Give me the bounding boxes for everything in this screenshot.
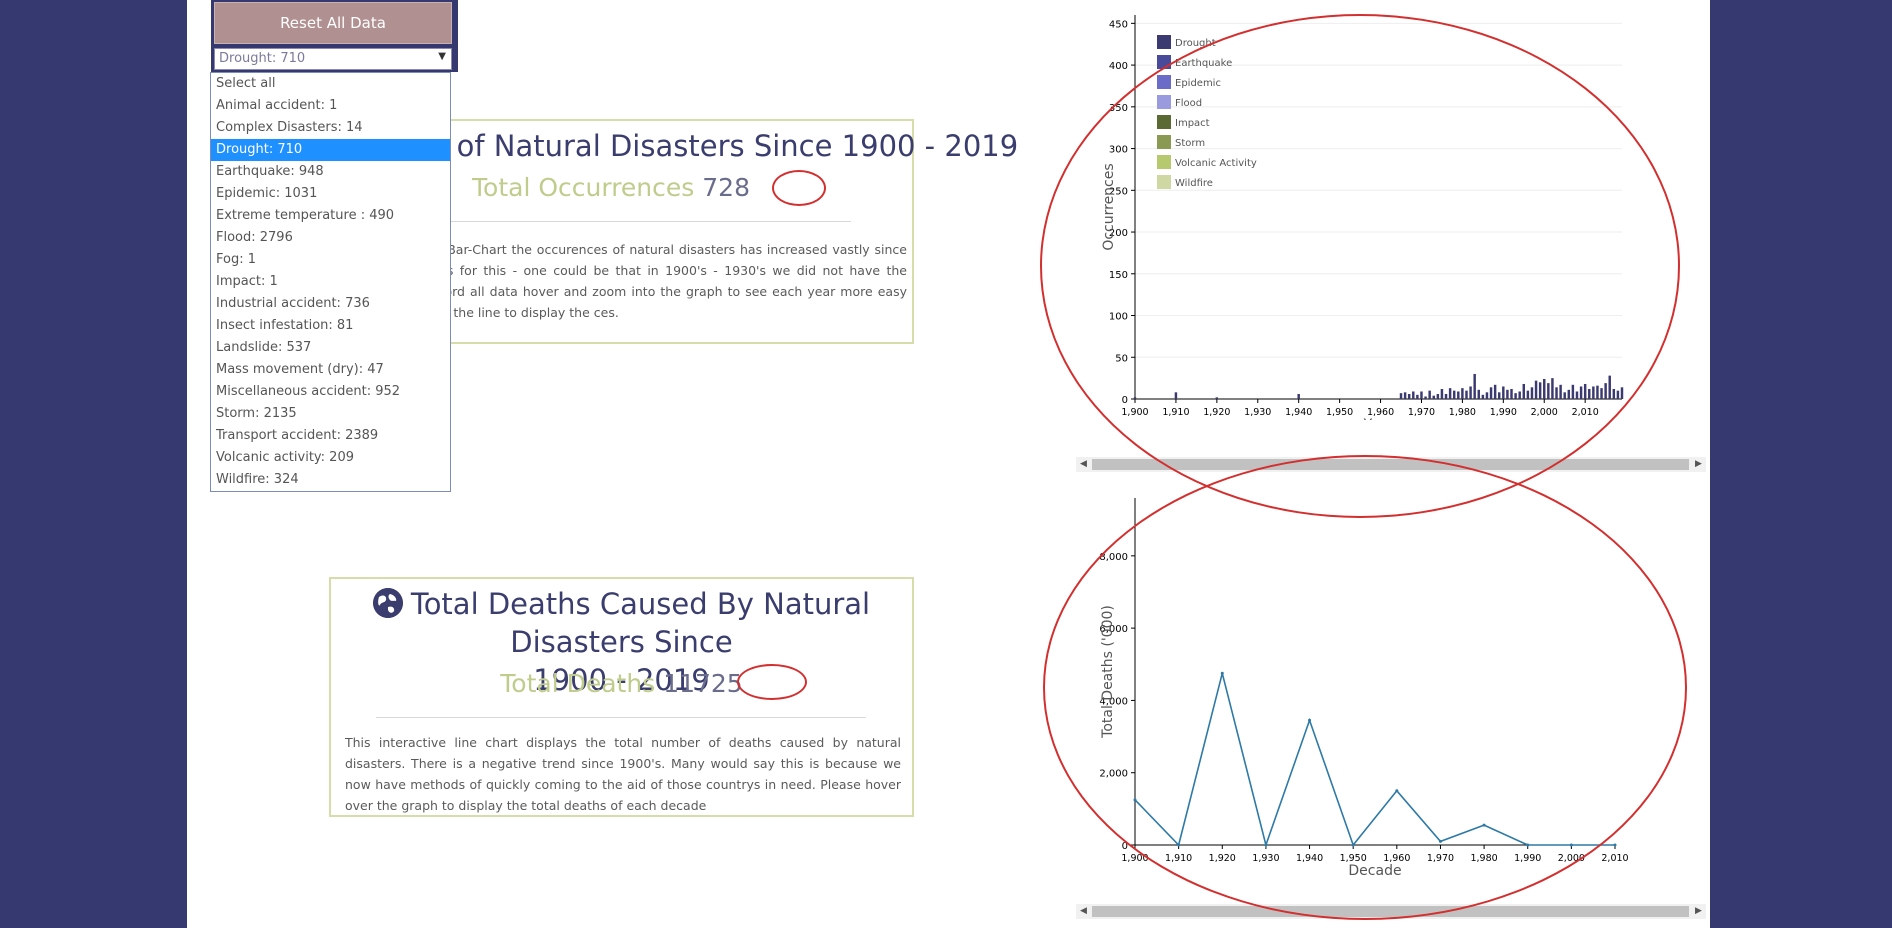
deaths-title-line1: Total Deaths Caused By Natural Disasters… — [410, 587, 871, 659]
deaths-title: Total Deaths Caused By Natural Disasters… — [331, 585, 912, 699]
filter-control: Reset All Data Drought: 710 ▼ — [211, 0, 458, 72]
annotation-ellipse-total-occurrences — [772, 170, 826, 206]
option-item[interactable]: Flood: 2796 — [216, 230, 293, 245]
total-occurrences-value: 728 — [702, 173, 750, 202]
legend-label: Drought — [1175, 38, 1216, 49]
option-item[interactable]: Volcanic activity: 209 — [216, 450, 354, 465]
scroll-left-arrow[interactable]: ◀ — [1080, 459, 1087, 469]
option-item[interactable]: Complex Disasters: 14 — [216, 120, 363, 135]
total-occurrences-label: Total Occurrences — [472, 173, 695, 202]
x-tick-label: 2,010 — [1601, 853, 1628, 864]
option-item[interactable]: Earthquake: 948 — [216, 164, 324, 179]
option-item[interactable]: Landslide: 537 — [216, 340, 312, 355]
globe-icon — [372, 588, 403, 618]
option-item[interactable]: Miscellaneous accident: 952 — [216, 384, 401, 399]
total-occurrences: Total Occurrences 728 — [361, 173, 861, 202]
annotation-ellipse-bar-chart — [1040, 14, 1680, 518]
disaster-options-list[interactable]: Select all Animal accident: 1 Complex Disa… — [210, 72, 451, 492]
total-deaths-label: Total Deaths — [500, 669, 656, 698]
scroll-right-arrow[interactable]: ▶ — [1695, 459, 1702, 469]
reset-all-data-button[interactable]: Reset All Data — [214, 2, 452, 44]
disaster-select[interactable]: Drought: 710 ▼ — [214, 48, 452, 70]
data-point — [1613, 843, 1617, 847]
option-item[interactable]: Animal accident: 1 — [216, 98, 338, 113]
annotation-ellipse-total-deaths — [737, 664, 807, 700]
page-content: rences of Natural Disasters Since 1900 -… — [187, 0, 1710, 928]
y-tick-label: 450 — [1109, 19, 1128, 30]
option-item[interactable]: Storm: 2135 — [216, 406, 297, 421]
option-item[interactable]: Extreme temperature : 490 — [216, 208, 395, 223]
chevron-down-icon: ▼ — [438, 51, 446, 62]
deaths-title-line2: 1900 - 2019 — [533, 663, 710, 697]
scroll-right-arrow[interactable]: ▶ — [1695, 906, 1702, 916]
scroll-left-arrow[interactable]: ◀ — [1080, 906, 1087, 916]
option-item[interactable]: Transport accident: 2389 — [216, 428, 379, 443]
option-item[interactable]: Impact: 1 — [216, 274, 278, 289]
annotation-ellipse-line-chart — [1043, 455, 1687, 920]
option-item[interactable]: Fog: 1 — [216, 252, 257, 267]
y-tick-label: 0 — [1122, 841, 1128, 852]
option-item[interactable]: Drought: 710 — [211, 139, 450, 161]
occurrences-title: rences of Natural Disasters Since 1900 -… — [351, 129, 1019, 163]
deaths-panel: Total Deaths Caused By Natural Disasters… — [329, 577, 914, 817]
option-item[interactable]: Insect infestation: 81 — [216, 318, 354, 333]
occurrences-divider — [361, 221, 851, 222]
deaths-description: This interactive line chart displays the… — [345, 735, 901, 813]
y-tick-label: 400 — [1109, 61, 1128, 72]
total-deaths-value: 11725 — [663, 669, 743, 698]
legend-swatch — [1157, 35, 1171, 49]
option-item[interactable]: Mass movement (dry): 47 — [216, 362, 384, 377]
occurrences-description: Zoomable Stacked Bar-Chart the occurence… — [325, 242, 907, 320]
disaster-select-value: Drought: 710 — [219, 51, 306, 66]
deaths-divider — [376, 717, 866, 718]
option-item[interactable]: Industrial accident: 736 — [216, 296, 370, 311]
option-item[interactable]: Select all — [216, 76, 276, 91]
total-deaths: Total Deaths 11725 — [331, 669, 912, 698]
option-item[interactable]: Wildfire: 324 — [216, 472, 299, 487]
x-tick-label: 1,900 — [1121, 853, 1148, 864]
option-item[interactable]: Epidemic: 1031 — [216, 186, 318, 201]
